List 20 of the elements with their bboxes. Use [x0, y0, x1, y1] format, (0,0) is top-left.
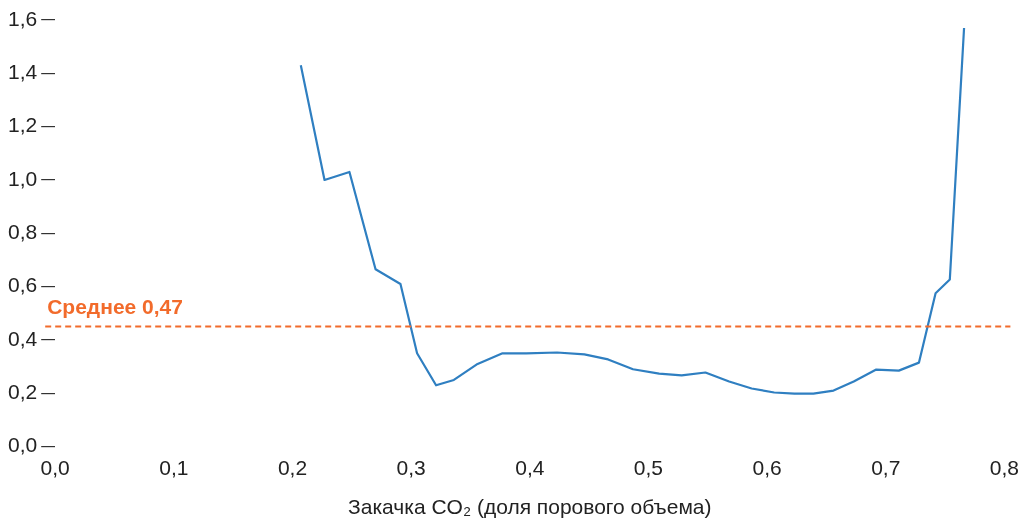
- x-tick-label: 0,6: [752, 456, 782, 479]
- x-tick-label: 0,3: [396, 456, 426, 479]
- y-tick-label: 0,8: [7, 220, 38, 244]
- x-tick-label: 0,1: [159, 456, 189, 479]
- x-tick-label: 0,8: [989, 456, 1020, 479]
- x-tick-label: 0,0: [40, 456, 70, 479]
- x-tick-label: 0,2: [277, 456, 308, 479]
- y-tick-label: 0,2: [7, 380, 38, 404]
- x-tick-label: 0,5: [633, 456, 664, 479]
- x-tick-label: 0,4: [515, 456, 545, 479]
- y-tick-label: 1,0: [7, 166, 38, 190]
- y-tick-label: 0,4: [7, 326, 38, 350]
- x-axis-title: Закачка CO₂ (доля порового объема): [348, 495, 712, 519]
- x-tick-label: 0,7: [871, 456, 901, 479]
- y-tick-label: 1,6: [7, 6, 38, 30]
- y-tick-label: 0,6: [7, 273, 38, 297]
- y-tick-label: 1,2: [7, 113, 38, 137]
- y-tick-label: 1,4: [7, 60, 38, 84]
- ref-line-label: Среднее 0,47: [47, 294, 183, 318]
- y-tick-label: 0,0: [7, 433, 38, 457]
